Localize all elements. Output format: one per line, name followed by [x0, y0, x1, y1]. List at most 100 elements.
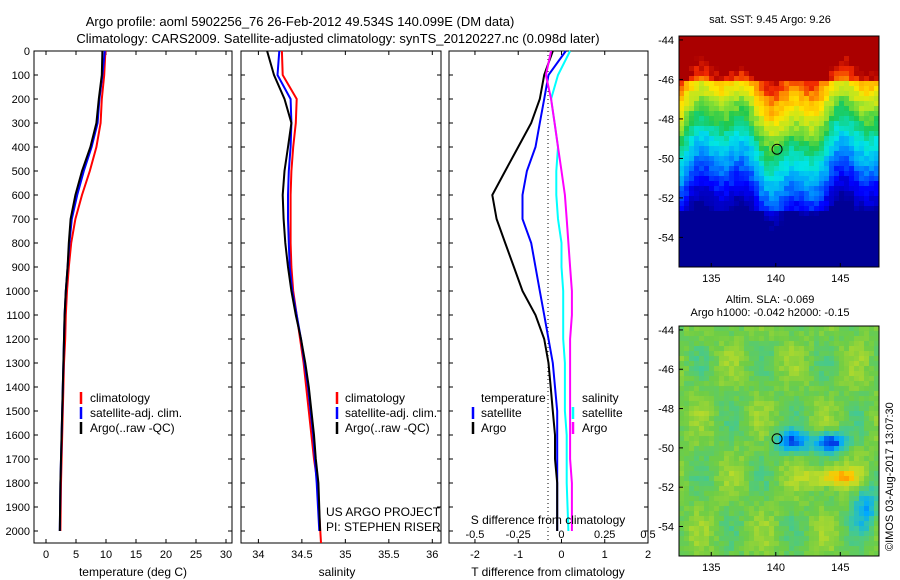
heatmap-cell: [764, 546, 770, 552]
heatmap-cell: [744, 431, 750, 437]
heatmap-cell: [844, 411, 850, 417]
heatmap-cell: [744, 421, 750, 427]
heatmap-cell: [834, 41, 840, 47]
heatmap-cell: [769, 346, 775, 352]
heatmap-cell: [759, 151, 765, 157]
heatmap-cell: [774, 331, 780, 337]
heatmap-cell: [874, 226, 879, 232]
heatmap-cell: [694, 371, 700, 377]
heatmap-cell: [844, 376, 850, 382]
heatmap-cell: [824, 81, 830, 87]
heatmap-cell: [834, 331, 840, 337]
heatmap-cell: [709, 471, 715, 477]
heatmap-cell: [804, 361, 810, 367]
heatmap-cell: [869, 466, 875, 472]
heatmap-cell: [869, 156, 875, 162]
heatmap-cell: [849, 521, 855, 527]
heatmap-cell: [794, 341, 800, 347]
heatmap-cell: [764, 41, 770, 47]
heatmap-cell: [729, 251, 735, 257]
heatmap-cell: [789, 331, 795, 337]
lat-tick-label: -44: [658, 35, 674, 47]
heatmap-cell: [754, 391, 760, 397]
heatmap-cell: [859, 256, 865, 262]
heatmap-cell: [874, 51, 879, 57]
heatmap-cell: [834, 456, 840, 462]
heatmap-cell: [684, 231, 690, 237]
heatmap-cell: [829, 151, 835, 157]
heatmap-cell: [874, 121, 879, 127]
heatmap-cell: [684, 241, 690, 247]
heatmap-cell: [744, 181, 750, 187]
heatmap-cell: [854, 381, 860, 387]
heatmap-cell: [754, 36, 760, 42]
heatmap-cell: [799, 241, 805, 247]
heatmap-cell: [804, 111, 810, 117]
heatmap-cell: [824, 326, 830, 332]
heatmap-cell: [774, 81, 780, 87]
heatmap-cell: [764, 216, 770, 222]
heatmap-cell: [829, 236, 835, 242]
heatmap-cell: [819, 186, 825, 192]
heatmap-cell: [734, 136, 740, 142]
heatmap-cell: [679, 391, 685, 397]
heatmap-cell: [679, 136, 685, 142]
heatmap-cell: [839, 476, 845, 482]
heatmap-cell: [854, 221, 860, 227]
heatmap-cell: [719, 111, 725, 117]
heatmap-cell: [729, 506, 735, 512]
heatmap-cell: [819, 371, 825, 377]
heatmap-cell: [839, 361, 845, 367]
heatmap-cell: [814, 111, 820, 117]
heatmap-cell: [854, 536, 860, 542]
heatmap-cell: [719, 116, 725, 122]
heatmap-cell: [864, 176, 870, 182]
heatmap-cell: [824, 126, 830, 132]
heatmap-cell: [869, 421, 875, 427]
heatmap-cell: [784, 216, 790, 222]
heatmap-cell: [684, 256, 690, 262]
heatmap-cell: [809, 501, 815, 507]
heatmap-cell: [859, 231, 865, 237]
heatmap-cell: [849, 361, 855, 367]
heatmap-cell: [799, 141, 805, 147]
heatmap-cell: [839, 506, 845, 512]
heatmap-cell: [814, 36, 820, 42]
heatmap-cell: [829, 231, 835, 237]
heatmap-cell: [724, 146, 730, 152]
heatmap-cell: [739, 396, 745, 402]
heatmap-cell: [679, 371, 685, 377]
heatmap-cell: [849, 446, 855, 452]
heatmap-cell: [714, 126, 720, 132]
heatmap-cell: [849, 346, 855, 352]
heatmap-cell: [834, 106, 840, 112]
heatmap-cell: [744, 196, 750, 202]
heatmap-cell: [794, 146, 800, 152]
heatmap-cell: [799, 236, 805, 242]
heatmap-cell: [819, 341, 825, 347]
heatmap-cell: [679, 341, 685, 347]
heatmap-cell: [719, 176, 725, 182]
heatmap-cell: [754, 41, 760, 47]
heatmap-cell: [834, 101, 840, 107]
heatmap-cell: [754, 96, 760, 102]
heatmap-cell: [684, 156, 690, 162]
heatmap-cell: [714, 406, 720, 412]
heatmap-cell: [864, 51, 870, 57]
heatmap-cell: [784, 241, 790, 247]
heatmap-cell: [834, 361, 840, 367]
heatmap-cell: [684, 481, 690, 487]
salinity-axis-label: salinity: [319, 565, 356, 579]
heatmap-cell: [789, 101, 795, 107]
heatmap-cell: [724, 51, 730, 57]
heatmap-cell: [789, 191, 795, 197]
heatmap-cell: [739, 436, 745, 442]
heatmap-cell: [799, 46, 805, 52]
heatmap-cell: [719, 546, 725, 552]
heatmap-cell: [774, 196, 780, 202]
heatmap-cell: [759, 61, 765, 67]
heatmap-cell: [834, 216, 840, 222]
heatmap-cell: [679, 36, 685, 42]
heatmap-cell: [874, 151, 879, 157]
heatmap-cell: [869, 231, 875, 237]
